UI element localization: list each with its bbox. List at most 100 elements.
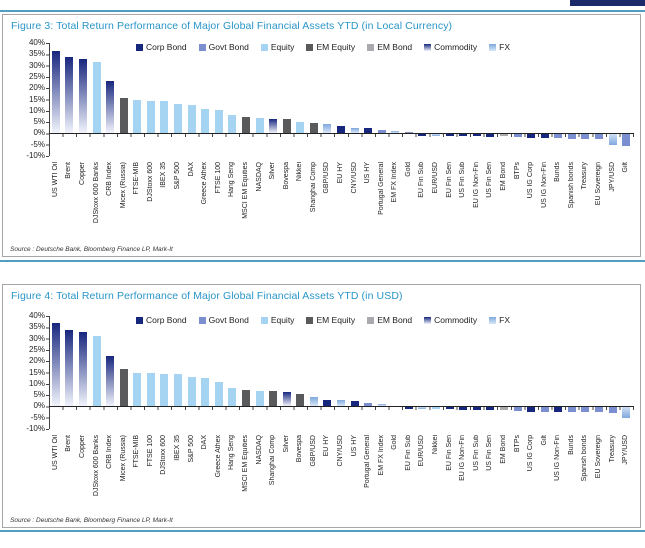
legend-label: EM Bond <box>377 315 413 325</box>
bar-copper <box>78 331 87 407</box>
x-axis-label: Bunds <box>567 435 575 455</box>
x-axis-label: JPY/USD <box>622 435 630 465</box>
x-axis-label: Spanish bonds <box>567 162 575 209</box>
y-axis-label: 25% <box>28 71 45 81</box>
x-axis-label: Greece Athex <box>214 435 222 478</box>
y-axis-label: 40% <box>28 311 45 320</box>
x-axis-label: Copper <box>78 162 86 185</box>
x-axis-label: Brent <box>65 435 73 452</box>
x-axis-label: DAX <box>187 162 195 177</box>
y-axis-ticks <box>46 43 49 157</box>
bar-us-ig-corp <box>527 407 536 412</box>
divider-rule-top <box>0 10 645 12</box>
bar-us-wti-oil <box>51 322 60 407</box>
legend-item: Corp Bond <box>136 315 187 325</box>
y-axis-label: 5% <box>33 117 45 127</box>
bar-gold <box>404 132 413 134</box>
bar-eu-sovereign <box>595 134 604 139</box>
bar-us-fin-sen <box>486 134 495 137</box>
x-axis-label: EU Sovereign <box>595 435 603 479</box>
bar-us-ig-non-fin <box>540 134 549 139</box>
x-axis-label: Silver <box>269 162 277 180</box>
y-axis-label: 10% <box>28 105 45 115</box>
x-axis-label: FTSE 100 <box>146 435 154 467</box>
bar-ftse-100 <box>214 109 223 134</box>
x-axis-label: FTSE-MIB <box>133 162 141 195</box>
x-axis-line <box>49 406 634 408</box>
bar-nasdaq <box>255 117 264 134</box>
bar-us-fin-sub <box>472 407 481 410</box>
bar-crb-index <box>106 81 115 134</box>
bar-jpy-usd <box>622 407 631 418</box>
bar-djstoxx-600-banks <box>92 62 101 134</box>
bar-nikkei <box>432 407 441 410</box>
x-axis-label: Treasury <box>581 162 589 190</box>
x-axis-label: US HY <box>364 162 372 184</box>
chart-legend: Corp Bond Govt Bond Equity EM Equity EM Bond… <box>136 315 510 325</box>
x-axis-label: US Fin Sen <box>486 435 494 471</box>
bar-micex-russia- <box>119 98 128 134</box>
bar-ftse-mib <box>133 373 142 407</box>
legend-swatch-icon <box>260 316 268 324</box>
bar-gilt <box>540 407 549 412</box>
figure4-title: Figure 4: Total Return Performance of Ma… <box>11 290 403 302</box>
x-axis-label: US Fin Sub <box>472 435 480 471</box>
x-axis-label: EUR/USD <box>418 435 426 467</box>
x-axis-label: S&P 500 <box>187 435 195 463</box>
chart-legend: Corp Bond Govt Bond Equity EM Equity EM Bond… <box>136 42 510 52</box>
x-axis-label: NASDAQ <box>255 162 263 192</box>
legend-item: Govt Bond <box>198 315 249 325</box>
legend-label: Corp Bond <box>146 315 187 325</box>
x-axis-label: EM Bond <box>499 162 507 191</box>
bar-eu-fin-sub <box>418 134 427 136</box>
legend-label: Corp Bond <box>146 42 187 52</box>
bar-nasdaq <box>255 390 264 407</box>
bar-dax <box>201 377 210 407</box>
bar-bunds <box>567 407 576 412</box>
legend-item: EM Bond <box>367 315 412 325</box>
x-axis-label: US Fin Sen <box>486 162 494 198</box>
bar-djstoxx-600 <box>146 101 155 134</box>
y-axis-label: 25% <box>28 344 45 354</box>
legend-swatch-icon <box>367 316 375 324</box>
x-axis-label: US HY <box>350 435 358 457</box>
x-axis-label: IBEX 35 <box>160 162 168 188</box>
legend-item: FX <box>489 315 510 325</box>
bar-eu-fin-sub <box>404 407 413 409</box>
bar-us-hy <box>364 128 373 134</box>
legend-item: Equity <box>260 42 294 52</box>
legend-item: Commodity <box>424 315 477 325</box>
legend-label: EM Bond <box>377 42 413 52</box>
x-axis-line <box>49 133 634 135</box>
bar-nikkei <box>296 121 305 134</box>
bar-jpy-usd <box>608 134 617 145</box>
bar-s-p-500 <box>187 377 196 407</box>
figure3-panel: Figure 3: Total Return Performance of Ma… <box>2 14 641 257</box>
bar-bovespa <box>296 394 305 407</box>
bar-eu-sovereign <box>595 407 604 413</box>
y-axis-line <box>49 43 50 156</box>
bar-eur-usd <box>432 134 441 136</box>
y-axis-line <box>49 316 50 429</box>
x-axis-label: Gilt <box>540 435 548 446</box>
x-axis-label: GBP/USD <box>309 435 317 467</box>
legend-swatch-icon <box>424 316 432 324</box>
bar-micex-russia- <box>119 369 128 407</box>
x-axis-label: NASDAQ <box>255 435 263 465</box>
y-axis-label: 35% <box>28 322 45 332</box>
legend-item: Equity <box>260 315 294 325</box>
bar-crb-index <box>106 355 115 407</box>
x-axis-label: Nikkei <box>296 162 304 182</box>
bar-spanish-bonds <box>567 134 576 139</box>
bar-ibex-35 <box>174 374 183 407</box>
x-axis-label: DJStoxx 600 Banks <box>92 435 100 497</box>
bar-msci-em-equities <box>241 117 250 134</box>
y-axis-label: 10% <box>28 378 45 388</box>
bar-em-bond <box>499 134 508 137</box>
bar-treasury <box>581 134 590 139</box>
legend-label: Commodity <box>434 42 478 52</box>
bar-greece-athex <box>201 108 210 134</box>
x-axis-label: Gold <box>391 435 399 450</box>
bar-dax <box>187 105 196 134</box>
